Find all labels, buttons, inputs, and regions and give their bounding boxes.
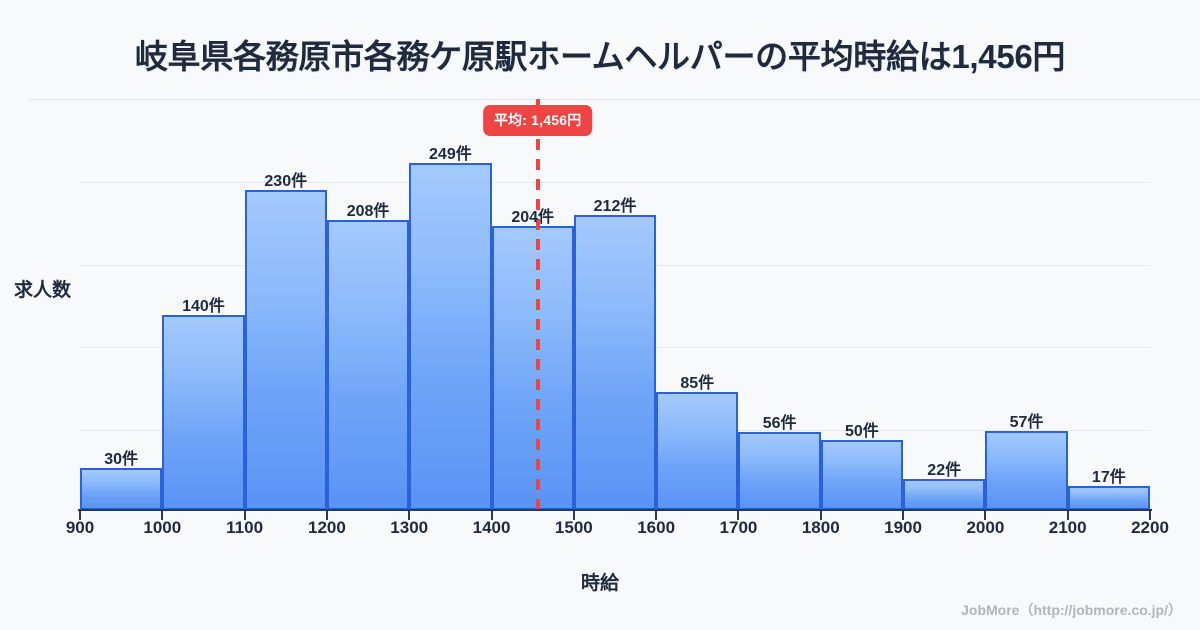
x-tick-label: 1400	[472, 518, 511, 537]
x-tick-label: 1200	[308, 518, 346, 537]
axis-tick-mark	[243, 511, 246, 520]
x-tick-label: 900	[65, 518, 95, 537]
bar-value-label: 85件	[680, 374, 715, 392]
bar-value-label: 204件	[511, 208, 555, 226]
gridline	[80, 182, 1150, 183]
x-tick-label: 2000	[966, 518, 1005, 537]
gridline	[28, 99, 1200, 100]
bar[interactable]	[409, 163, 492, 510]
bar[interactable]	[326, 220, 410, 510]
axis-tick-mark	[655, 511, 658, 520]
bar[interactable]	[1067, 486, 1150, 510]
average-line	[535, 99, 540, 510]
bar-value-label: 230件	[264, 172, 308, 190]
footer-credit: JobMore（http://jobmore.co.jp/）	[961, 602, 1182, 618]
x-tick-label: 1000	[143, 518, 182, 537]
bar[interactable]	[656, 391, 739, 510]
x-tick-label: 1600	[637, 518, 676, 537]
y-axis-title: 求人数	[14, 280, 72, 301]
x-tick-label: 2200	[1131, 518, 1169, 537]
axis-tick-mark	[1066, 511, 1069, 520]
average-badge: 平均: 1,456円	[482, 105, 593, 136]
axis-tick-mark	[161, 511, 164, 520]
bar[interactable]	[162, 314, 245, 510]
x-tick-label: 1800	[801, 518, 840, 537]
axis-tick-mark	[79, 511, 81, 520]
axis-tick-mark	[737, 511, 740, 520]
x-tick-label: 2100	[1048, 518, 1087, 537]
bar-value-label: 208件	[346, 203, 390, 221]
bar[interactable]	[80, 468, 163, 510]
bar[interactable]	[573, 214, 657, 510]
x-tick-label: 1100	[226, 518, 264, 537]
x-tick-label: 1500	[554, 518, 593, 537]
x-tick-label: 1900	[884, 518, 922, 537]
bar[interactable]	[491, 225, 574, 510]
bar[interactable]	[244, 189, 327, 510]
bar-value-label: 50件	[845, 423, 879, 441]
bar[interactable]	[903, 479, 986, 510]
bar-value-label: 22件	[927, 462, 962, 480]
x-tick-label: 1700	[719, 518, 758, 537]
bar[interactable]	[738, 431, 821, 510]
x-tick-label: 1300	[390, 518, 429, 537]
axis-tick-mark	[984, 511, 987, 520]
axis-tick-mark	[325, 511, 328, 520]
axis-tick-mark	[572, 511, 575, 520]
page-title: 岐阜県各務原市各務ケ原駅ホームヘルパーの平均時給は1,456円	[134, 38, 1066, 75]
axis-tick-mark	[902, 511, 905, 520]
bar-value-label: 56件	[762, 414, 797, 432]
axis-tick-mark	[408, 511, 411, 520]
bar-value-label: 17件	[1091, 469, 1126, 487]
x-axis-line	[78, 509, 1152, 511]
bar-value-label: 249件	[429, 146, 472, 164]
bar-value-label: 140件	[182, 297, 225, 315]
axis-tick-mark	[490, 511, 493, 520]
bar-value-label: 57件	[1009, 413, 1044, 431]
axis-tick-mark	[1149, 511, 1151, 520]
bar-value-label: 212件	[593, 197, 637, 215]
x-axis-title: 時給	[580, 573, 619, 594]
bar[interactable]	[985, 430, 1068, 510]
bar-value-label: 30件	[104, 451, 139, 469]
bar[interactable]	[820, 440, 904, 510]
axis-tick-mark	[819, 511, 822, 520]
